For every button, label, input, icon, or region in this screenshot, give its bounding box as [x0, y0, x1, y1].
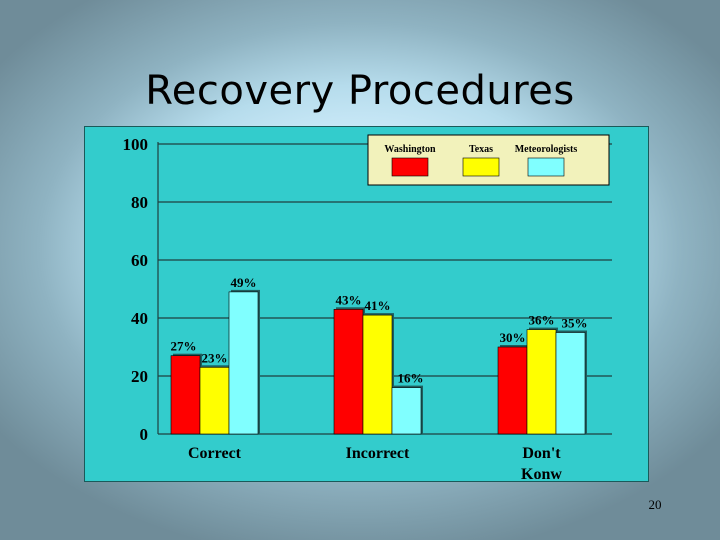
- data-label: 43%: [336, 292, 362, 307]
- bar: [199, 367, 230, 435]
- data-label: 23%: [202, 350, 228, 365]
- y-tick-label: 100: [123, 135, 149, 154]
- bar: [228, 291, 259, 435]
- bar: [170, 355, 201, 435]
- page-number: 20: [648, 497, 662, 512]
- bar-chart: 0 20 40 60 80 100 27% 23% 49% Correct 43% 41% 16% Inc…: [84, 126, 649, 482]
- category-label: Correct: [188, 445, 242, 462]
- legend-swatch: [527, 157, 565, 177]
- category-label: Incorrect: [346, 445, 410, 462]
- y-tick-label: 0: [140, 425, 149, 444]
- data-label: 30%: [500, 330, 526, 345]
- data-label: 41%: [365, 298, 391, 313]
- y-tick-label: 80: [131, 193, 148, 212]
- bar: [555, 332, 586, 435]
- y-tick-label: 20: [131, 367, 148, 386]
- bar: [391, 387, 422, 435]
- y-tick-label: 40: [131, 309, 148, 328]
- legend-swatch: [462, 157, 500, 177]
- category-label: Don't: [522, 445, 561, 462]
- legend-label: Washington: [384, 144, 436, 155]
- legend-label: Texas: [469, 144, 493, 155]
- data-label: 49%: [231, 275, 257, 290]
- bar: [526, 329, 557, 435]
- slide-title: Recovery Procedures: [145, 68, 575, 114]
- legend-label: Meteorologists: [515, 144, 578, 155]
- bar: [362, 314, 393, 435]
- data-label: 16%: [398, 371, 424, 386]
- bar: [333, 309, 364, 435]
- data-label: 27%: [171, 339, 197, 354]
- legend-swatch: [391, 157, 429, 177]
- category-label: Konw: [521, 466, 562, 482]
- bar: [497, 346, 528, 435]
- y-tick-label: 60: [131, 251, 148, 270]
- data-label: 36%: [529, 313, 555, 328]
- data-label: 35%: [562, 316, 588, 331]
